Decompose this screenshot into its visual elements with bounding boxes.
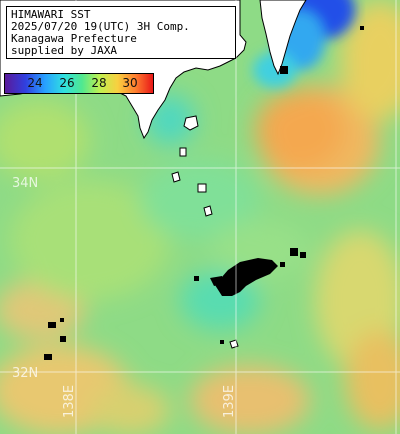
lat-label-32n: 32N	[12, 366, 39, 381]
color-legend: 24 26 28 30	[4, 73, 154, 94]
legend-tick-24: 24	[27, 76, 43, 90]
lat-label-34n: 34N	[12, 176, 39, 191]
miura-boso-peninsula	[259, 0, 307, 76]
info-datetime: 2025/07/20 19(UTC) 3H Comp.	[11, 20, 190, 33]
missing-data	[44, 26, 364, 360]
info-box: HIMAWARI SST 2025/07/20 19(UTC) 3H Comp.…	[6, 6, 236, 59]
hachijo-island	[229, 339, 239, 349]
oshima-island	[183, 115, 199, 131]
legend-tick-28: 28	[91, 76, 107, 90]
legend-tick-30: 30	[122, 76, 138, 90]
kozushima-island	[197, 183, 207, 193]
lon-label-138e: 138E	[62, 384, 77, 418]
toshima-island	[179, 147, 187, 157]
info-source: supplied by JAXA	[11, 44, 117, 57]
legend-tick-26: 26	[59, 76, 75, 90]
info-title: HIMAWARI SST	[11, 8, 91, 21]
niijima-island	[171, 171, 181, 183]
info-region: Kanagawa Prefecture	[11, 32, 137, 45]
lon-label-139e: 139E	[222, 384, 237, 418]
miyake-island	[203, 205, 213, 217]
